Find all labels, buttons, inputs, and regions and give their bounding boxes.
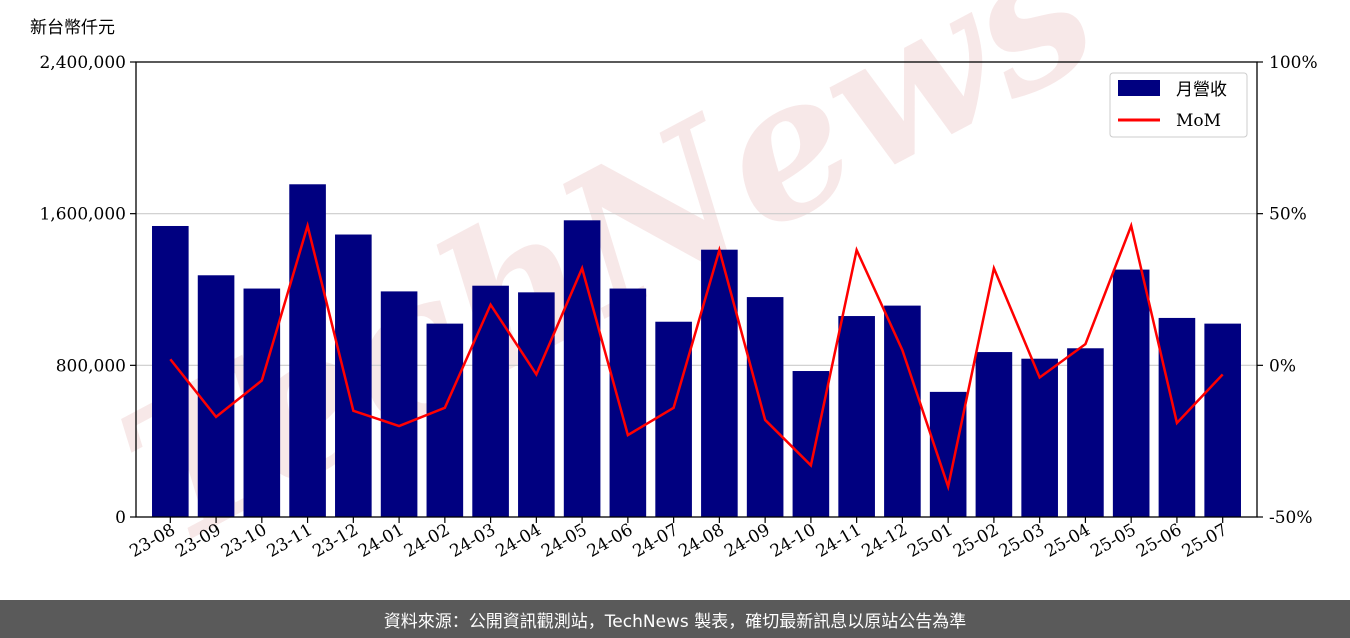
bar-24-02 bbox=[426, 323, 464, 517]
x-tick-label-23-12: 23-12 bbox=[309, 520, 361, 562]
x-tick-label-24-12: 24-12 bbox=[858, 520, 910, 562]
footer-bar: 資料來源：公開資訊觀測站，TechNews 製表，確切最新訊息以原站公告為準 bbox=[0, 600, 1350, 638]
x-tick-label-24-08: 24-08 bbox=[675, 520, 727, 562]
y-left-tick-label-3: 2,400,000 bbox=[39, 53, 126, 73]
bar-23-08 bbox=[152, 225, 189, 518]
x-tick-label-25-04: 25-04 bbox=[1041, 520, 1093, 562]
x-tick-label-24-03: 24-03 bbox=[447, 520, 499, 562]
x-tick-label-24-07: 24-07 bbox=[630, 520, 682, 562]
bar-24-09 bbox=[746, 297, 784, 517]
bar-24-05 bbox=[563, 220, 601, 518]
footer-source-text: 資料來源：公開資訊觀測站，TechNews 製表，確切最新訊息以原站公告為準 bbox=[383, 611, 967, 632]
y-unit-label: 新台幣仟元 bbox=[30, 18, 115, 38]
x-tick-label-24-05: 24-05 bbox=[538, 520, 590, 562]
x-tick-label-25-02: 25-02 bbox=[950, 520, 1002, 562]
x-tick-label-24-10: 24-10 bbox=[767, 520, 819, 562]
y-left-tick-label-2: 1,600,000 bbox=[39, 205, 126, 225]
bar-25-03 bbox=[1021, 358, 1058, 517]
x-tick-label-24-09: 24-09 bbox=[721, 520, 773, 562]
x-tick-label-25-05: 25-05 bbox=[1087, 520, 1139, 562]
y-right-tick-label-2: 50% bbox=[1269, 205, 1307, 225]
legend-label-mom: MoM bbox=[1176, 111, 1221, 131]
bar-23-09 bbox=[197, 275, 235, 517]
x-tick-label-23-08: 23-08 bbox=[126, 520, 178, 562]
x-tick-label-24-04: 24-04 bbox=[492, 520, 544, 562]
bar-24-12 bbox=[884, 305, 921, 517]
y-left-tick-label-1: 800,000 bbox=[56, 356, 126, 376]
bar-24-06 bbox=[609, 288, 647, 517]
bar-25-07 bbox=[1204, 323, 1241, 517]
bar-23-11 bbox=[289, 184, 326, 517]
x-tick-label-25-01: 25-01 bbox=[904, 520, 956, 562]
bar-series bbox=[152, 184, 1241, 518]
bar-23-12 bbox=[335, 234, 372, 518]
y-right-tick-label-3: 100% bbox=[1269, 53, 1318, 73]
y-right-tick-label-1: 0% bbox=[1269, 356, 1296, 376]
revenue-chart: TechNews 0800,0001,600,0002,400,000-50%0… bbox=[30, 0, 1318, 588]
x-tick-label-24-02: 24-02 bbox=[401, 520, 453, 562]
bar-25-02 bbox=[975, 352, 1013, 517]
y-left-tick-label-0: 0 bbox=[115, 508, 126, 528]
legend-bar-swatch bbox=[1118, 80, 1160, 96]
y-right-tick-label-0: -50% bbox=[1269, 508, 1313, 528]
plot-frame bbox=[135, 61, 1258, 518]
bar-23-10 bbox=[243, 288, 281, 517]
x-tick-label-24-11: 24-11 bbox=[813, 520, 865, 562]
bar-24-01 bbox=[380, 291, 418, 517]
mom-line bbox=[169, 221, 1224, 492]
bar-25-04 bbox=[1067, 348, 1104, 517]
legend: 月營收 MoM bbox=[1109, 72, 1248, 138]
x-tick-label-24-06: 24-06 bbox=[584, 520, 636, 562]
mom-line-series bbox=[169, 221, 1224, 492]
bar-24-11 bbox=[838, 316, 875, 517]
x-tick-label-25-03: 25-03 bbox=[996, 520, 1048, 562]
bar-25-01 bbox=[929, 391, 967, 517]
x-tick-label-25-07: 25-07 bbox=[1179, 520, 1231, 562]
bar-25-05 bbox=[1112, 269, 1150, 517]
bar-24-03 bbox=[472, 285, 509, 517]
x-tick-label-25-06: 25-06 bbox=[1133, 520, 1185, 562]
bar-24-04 bbox=[518, 292, 555, 517]
bar-24-07 bbox=[655, 321, 692, 517]
legend-label-revenue: 月營收 bbox=[1176, 80, 1227, 100]
x-tick-label-24-01: 24-01 bbox=[355, 520, 407, 562]
bar-24-10 bbox=[792, 371, 830, 517]
